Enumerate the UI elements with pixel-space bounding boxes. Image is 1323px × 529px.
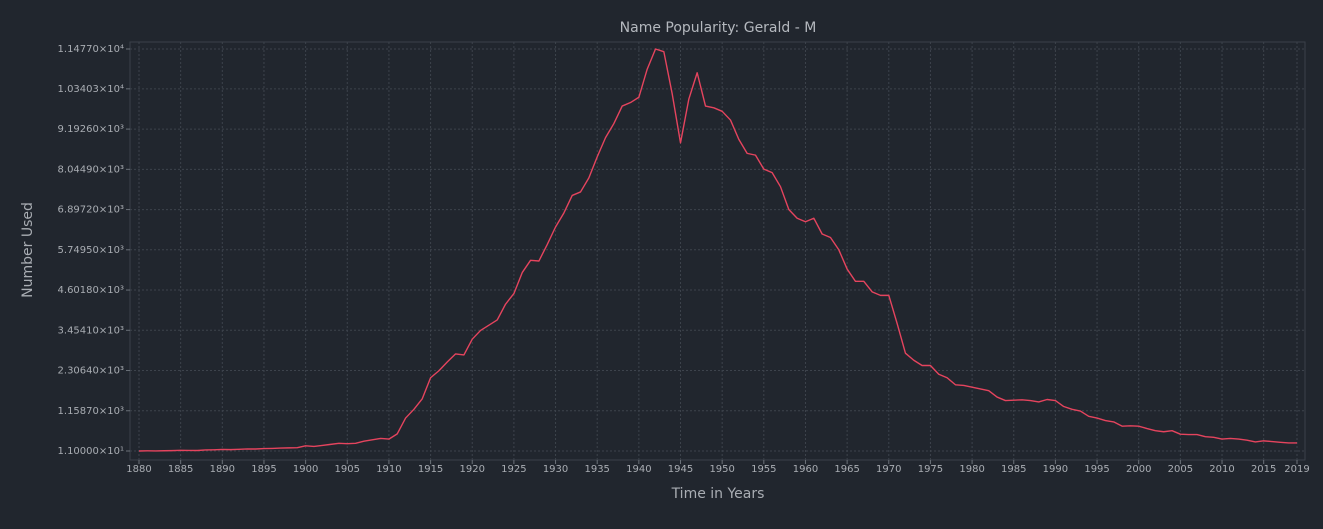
x-tick-label: 1950 (709, 464, 734, 475)
plot-frame (129, 41, 1306, 461)
x-tick-label: 1960 (793, 464, 818, 475)
x-tick-label: 2000 (1126, 464, 1151, 475)
x-tick-label: 1915 (418, 464, 443, 475)
x-tick-label: 2019 (1284, 464, 1309, 475)
x-tick-label: 1930 (543, 464, 568, 475)
x-tick-label: 1880 (126, 464, 151, 475)
y-tick-label: 5.74950×10³ (58, 245, 124, 256)
y-tick-label: 1.10000×10¹ (58, 446, 124, 457)
x-tick-label: 1920 (460, 464, 485, 475)
y-tick-label: 6.89720×10³ (58, 205, 124, 216)
y-tick-label: 1.14770×10⁴ (58, 44, 124, 55)
x-axis-label: Time in Years (671, 486, 765, 502)
x-tick-label: 1975 (918, 464, 943, 475)
x-tick-label: 1955 (751, 464, 776, 475)
x-tick-label: 1980 (959, 464, 984, 475)
x-tick-label: 1895 (251, 464, 276, 475)
y-tick-label: 1.03403×10⁴ (58, 84, 124, 95)
x-tick-label: 1995 (1084, 464, 1109, 475)
x-tick-label: 2005 (1168, 464, 1193, 475)
x-tick-label: 1905 (335, 464, 360, 475)
y-tick-label: 8.04490×10³ (58, 164, 124, 175)
x-tick-label: 1940 (626, 464, 651, 475)
x-tick-label: 1945 (668, 464, 693, 475)
chart-title: Name Popularity: Gerald - M (620, 20, 817, 36)
x-tick-label: 1885 (168, 464, 193, 475)
x-tick-label: 1985 (1001, 464, 1026, 475)
data-line (138, 48, 1297, 452)
x-tick-label: 1900 (293, 464, 318, 475)
y-tick-label: 3.45410×10³ (58, 325, 124, 336)
x-tick-label: 1970 (876, 464, 901, 475)
y-tick-label: 9.19260×10³ (58, 124, 124, 135)
x-tick-label: 1990 (1043, 464, 1068, 475)
x-tick-label: 2015 (1251, 464, 1276, 475)
x-tick-label: 1925 (501, 464, 526, 475)
x-tick-label: 1910 (376, 464, 401, 475)
y-axis-label: Number Used (20, 202, 36, 298)
y-tick-label: 4.60180×10³ (58, 285, 124, 296)
x-tick-label: 1965 (834, 464, 859, 475)
y-tick-label: 1.15870×10³ (58, 406, 124, 417)
x-tick-label: 1890 (210, 464, 235, 475)
x-tick-label: 1935 (584, 464, 609, 475)
y-tick-label: 2.30640×10³ (58, 366, 124, 377)
x-tick-label: 2010 (1209, 464, 1234, 475)
